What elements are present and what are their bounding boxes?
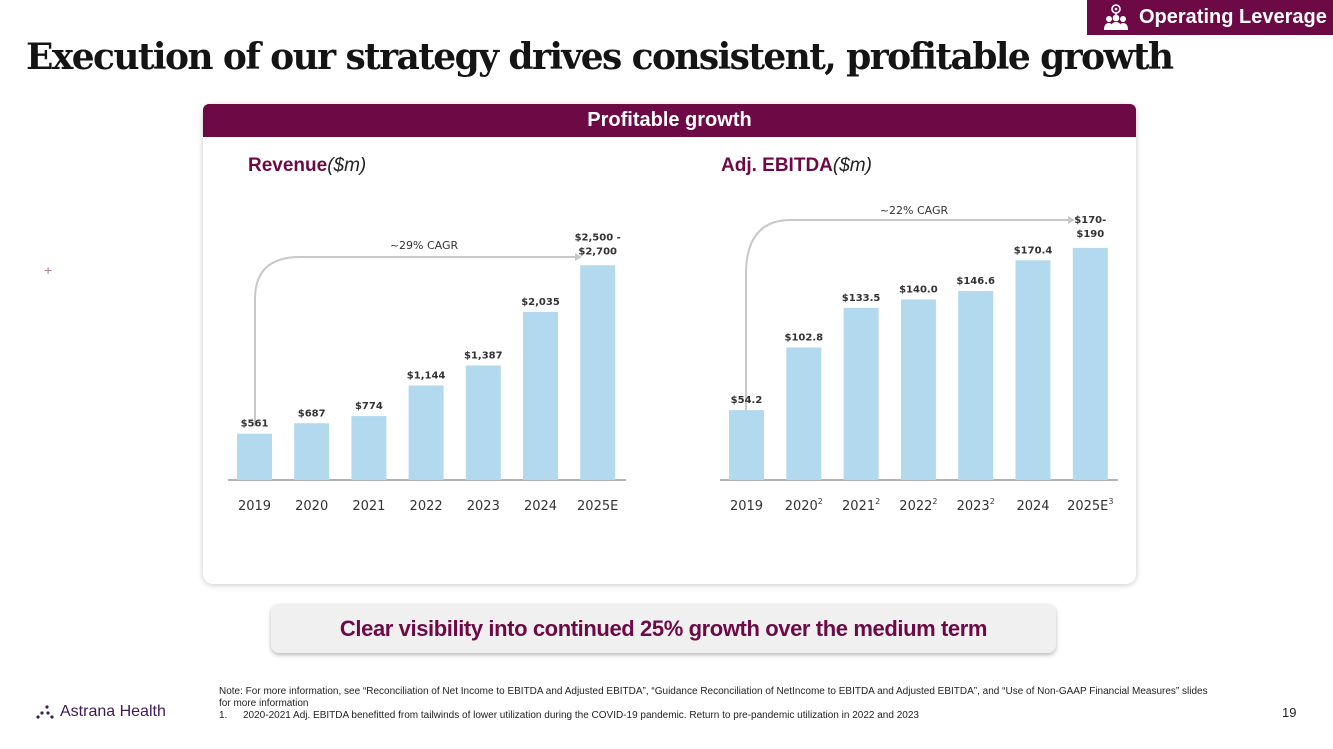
chart2-tick-label: 2025E3 — [1067, 497, 1113, 514]
chart2-cagr-arrow — [745, 219, 1068, 426]
chart1-tick-label: 2022 — [410, 499, 443, 514]
chart2-data-label: $102.8 — [785, 332, 824, 343]
chart1-bar — [294, 423, 330, 480]
chart2-tick-label: 20222 — [899, 497, 937, 514]
chart1-bar — [523, 311, 558, 480]
chart1-data-label: $774 — [355, 401, 383, 412]
chart1-data-label: $561 — [241, 419, 269, 430]
chart1-data-label: $687 — [298, 408, 326, 419]
chart1-bar — [237, 433, 272, 480]
chart2-tick-label: 20232 — [957, 497, 995, 514]
chart2-bar — [1015, 260, 1051, 480]
chart1-tick-label: 2020 — [295, 499, 328, 514]
badge-label: Operating Leverage — [1139, 6, 1327, 28]
profitable-growth-card: Profitable growth Revenue($m) ~29% CAGR $5… — [203, 104, 1136, 584]
note-text: Note: For more information, see “Reconci… — [219, 686, 1208, 709]
footnote-text: 2020-2021 Adj. EBITDA benefitted from ta… — [243, 710, 919, 721]
logo-mark-icon — [36, 705, 54, 719]
chart1-cagr-label: ~29% CAGR — [390, 239, 459, 252]
footnote-1: 1. 2020-2021 Adj. EBITDA benefitted from… — [219, 710, 1219, 722]
chart1-tick-label: 2023 — [467, 499, 500, 514]
chart2-bar — [1072, 247, 1108, 480]
charts-svg: Revenue($m) ~29% CAGR $561 2019 $687 2020 $774… — [228, 155, 1118, 514]
chart2-data-label: $146.6 — [956, 276, 995, 287]
logo-text: Astrana Health — [60, 703, 166, 720]
chart2-bar — [958, 290, 994, 480]
chart1-tick-label: 2025E — [577, 499, 618, 514]
chart1-bar — [351, 416, 387, 480]
chart1-data-label: $1,387 — [464, 350, 503, 361]
chart1-data-label: $2,500 -$2,700 — [575, 232, 621, 257]
section-badge: Operating Leverage — [1087, 0, 1333, 35]
chart2-tick-label: 2024 — [1016, 499, 1049, 514]
chart2-data-label: $140.0 — [899, 284, 938, 295]
chart2-cagr-arrowhead — [1068, 216, 1075, 224]
chart2-bar — [843, 307, 879, 480]
chart1-bar — [465, 365, 501, 480]
team-pin-icon — [1104, 3, 1128, 30]
chart2-data-label: $54.2 — [731, 395, 763, 406]
chart2-tick-label: 20212 — [842, 497, 880, 514]
chart2-bar — [786, 347, 822, 480]
chart1-tick-label: 2019 — [238, 499, 271, 514]
chart2-tick-label: 2019 — [730, 499, 763, 514]
chart1-data-label: $2,035 — [521, 297, 560, 308]
charts-container: Revenue($m) ~29% CAGR $561 2019 $687 2020 $774… — [203, 104, 1136, 584]
company-logo: Astrana Health — [36, 703, 166, 721]
chart1-data-label: $1,144 — [407, 371, 446, 382]
chart2-data-label: $170-$190 — [1074, 215, 1106, 240]
page-number: 19 — [1282, 705, 1297, 720]
chart1-bar — [408, 385, 444, 480]
footnote-number: 1. — [219, 710, 228, 721]
growth-callout: Clear visibility into continued 25% grow… — [271, 604, 1056, 653]
decorative-plus-icon: + — [44, 262, 53, 278]
chart1-cagr-arrowhead — [575, 253, 582, 261]
chart2-bar — [900, 299, 936, 480]
chart2-cagr-label: ~22% CAGR — [880, 204, 949, 217]
footnotes: Note: For more information, see “Reconci… — [219, 686, 1219, 722]
chart2-data-label: $133.5 — [842, 293, 881, 304]
chart2-data-label: $170.4 — [1014, 245, 1053, 256]
card-header: Profitable growth — [203, 104, 1136, 137]
chart1-tick-label: 2024 — [524, 499, 557, 514]
chart1-bar — [580, 265, 616, 480]
chart1-cagr-arrow — [254, 256, 575, 426]
chart2-title: Adj. EBITDA($m) — [721, 155, 872, 176]
page-title: Execution of our strategy drives consist… — [26, 36, 1174, 78]
chart2-bar — [729, 410, 764, 480]
chart1-title: Revenue($m) — [248, 155, 366, 176]
chart2-tick-label: 20202 — [785, 497, 823, 514]
chart1-tick-label: 2021 — [352, 499, 385, 514]
